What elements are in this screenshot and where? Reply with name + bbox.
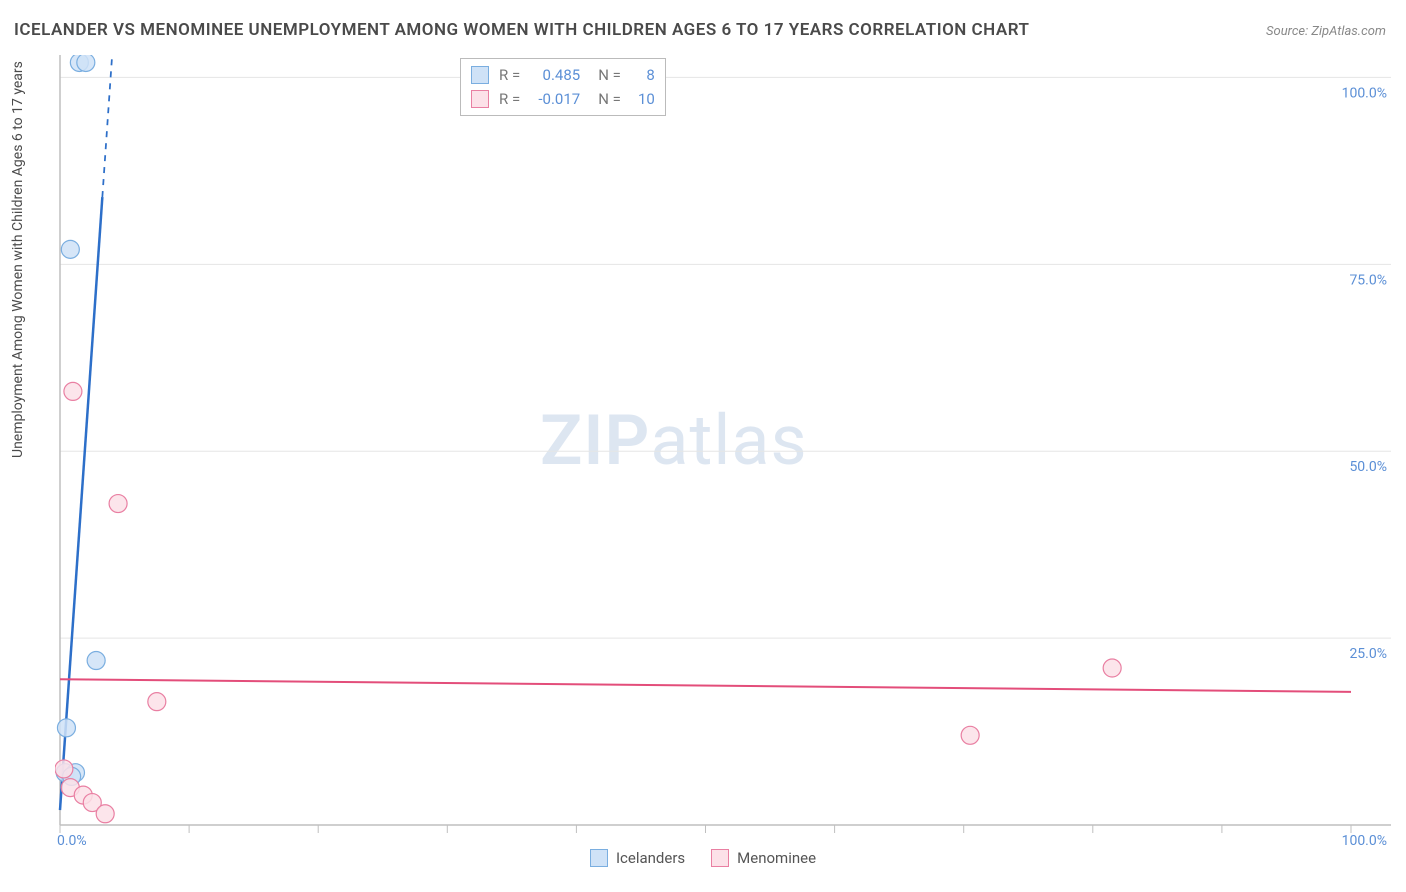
series-name: Menominee (737, 849, 816, 867)
legend-swatch (590, 849, 608, 867)
n-label: N = (598, 66, 621, 84)
svg-text:25.0%: 25.0% (1349, 646, 1387, 662)
legend-swatch (711, 849, 729, 867)
scatter-chart: 25.0% 50.0% 75.0% 100.0% 0.0% 100.0% (55, 55, 1391, 845)
svg-text:50.0%: 50.0% (1349, 459, 1387, 475)
n-value: 8 (629, 66, 655, 84)
legend-swatch (471, 66, 489, 84)
r-label: R = (499, 66, 520, 84)
legend-swatch (471, 90, 489, 108)
chart-title: ICELANDER VS MENOMINEE UNEMPLOYMENT AMON… (14, 20, 1029, 40)
svg-text:100.0%: 100.0% (1342, 85, 1387, 101)
legend-row: R = 0.485 N = 8 (471, 63, 655, 87)
series-name: Icelanders (616, 849, 685, 867)
series-legend-item: Menominee (711, 849, 816, 867)
r-label: R = (499, 90, 520, 108)
series-legend-item: Icelanders (590, 849, 685, 867)
svg-text:75.0%: 75.0% (1349, 272, 1387, 288)
n-label: N = (598, 90, 621, 108)
svg-text:100.0%: 100.0% (1342, 833, 1387, 845)
series-legend: Icelanders Menominee (0, 849, 1406, 867)
legend-row: R = -0.017 N = 10 (471, 87, 655, 111)
chart-svg: 25.0% 50.0% 75.0% 100.0% 0.0% 100.0% (55, 55, 1391, 845)
r-value: -0.017 (528, 90, 580, 108)
r-value: 0.485 (528, 66, 580, 84)
source-attribution: Source: ZipAtlas.com (1266, 24, 1386, 39)
n-value: 10 (629, 90, 655, 108)
y-axis-label: Unemployment Among Women with Children A… (10, 61, 26, 458)
correlation-legend: R = 0.485 N = 8 R = -0.017 N = 10 (460, 58, 666, 116)
svg-text:0.0%: 0.0% (57, 833, 87, 845)
